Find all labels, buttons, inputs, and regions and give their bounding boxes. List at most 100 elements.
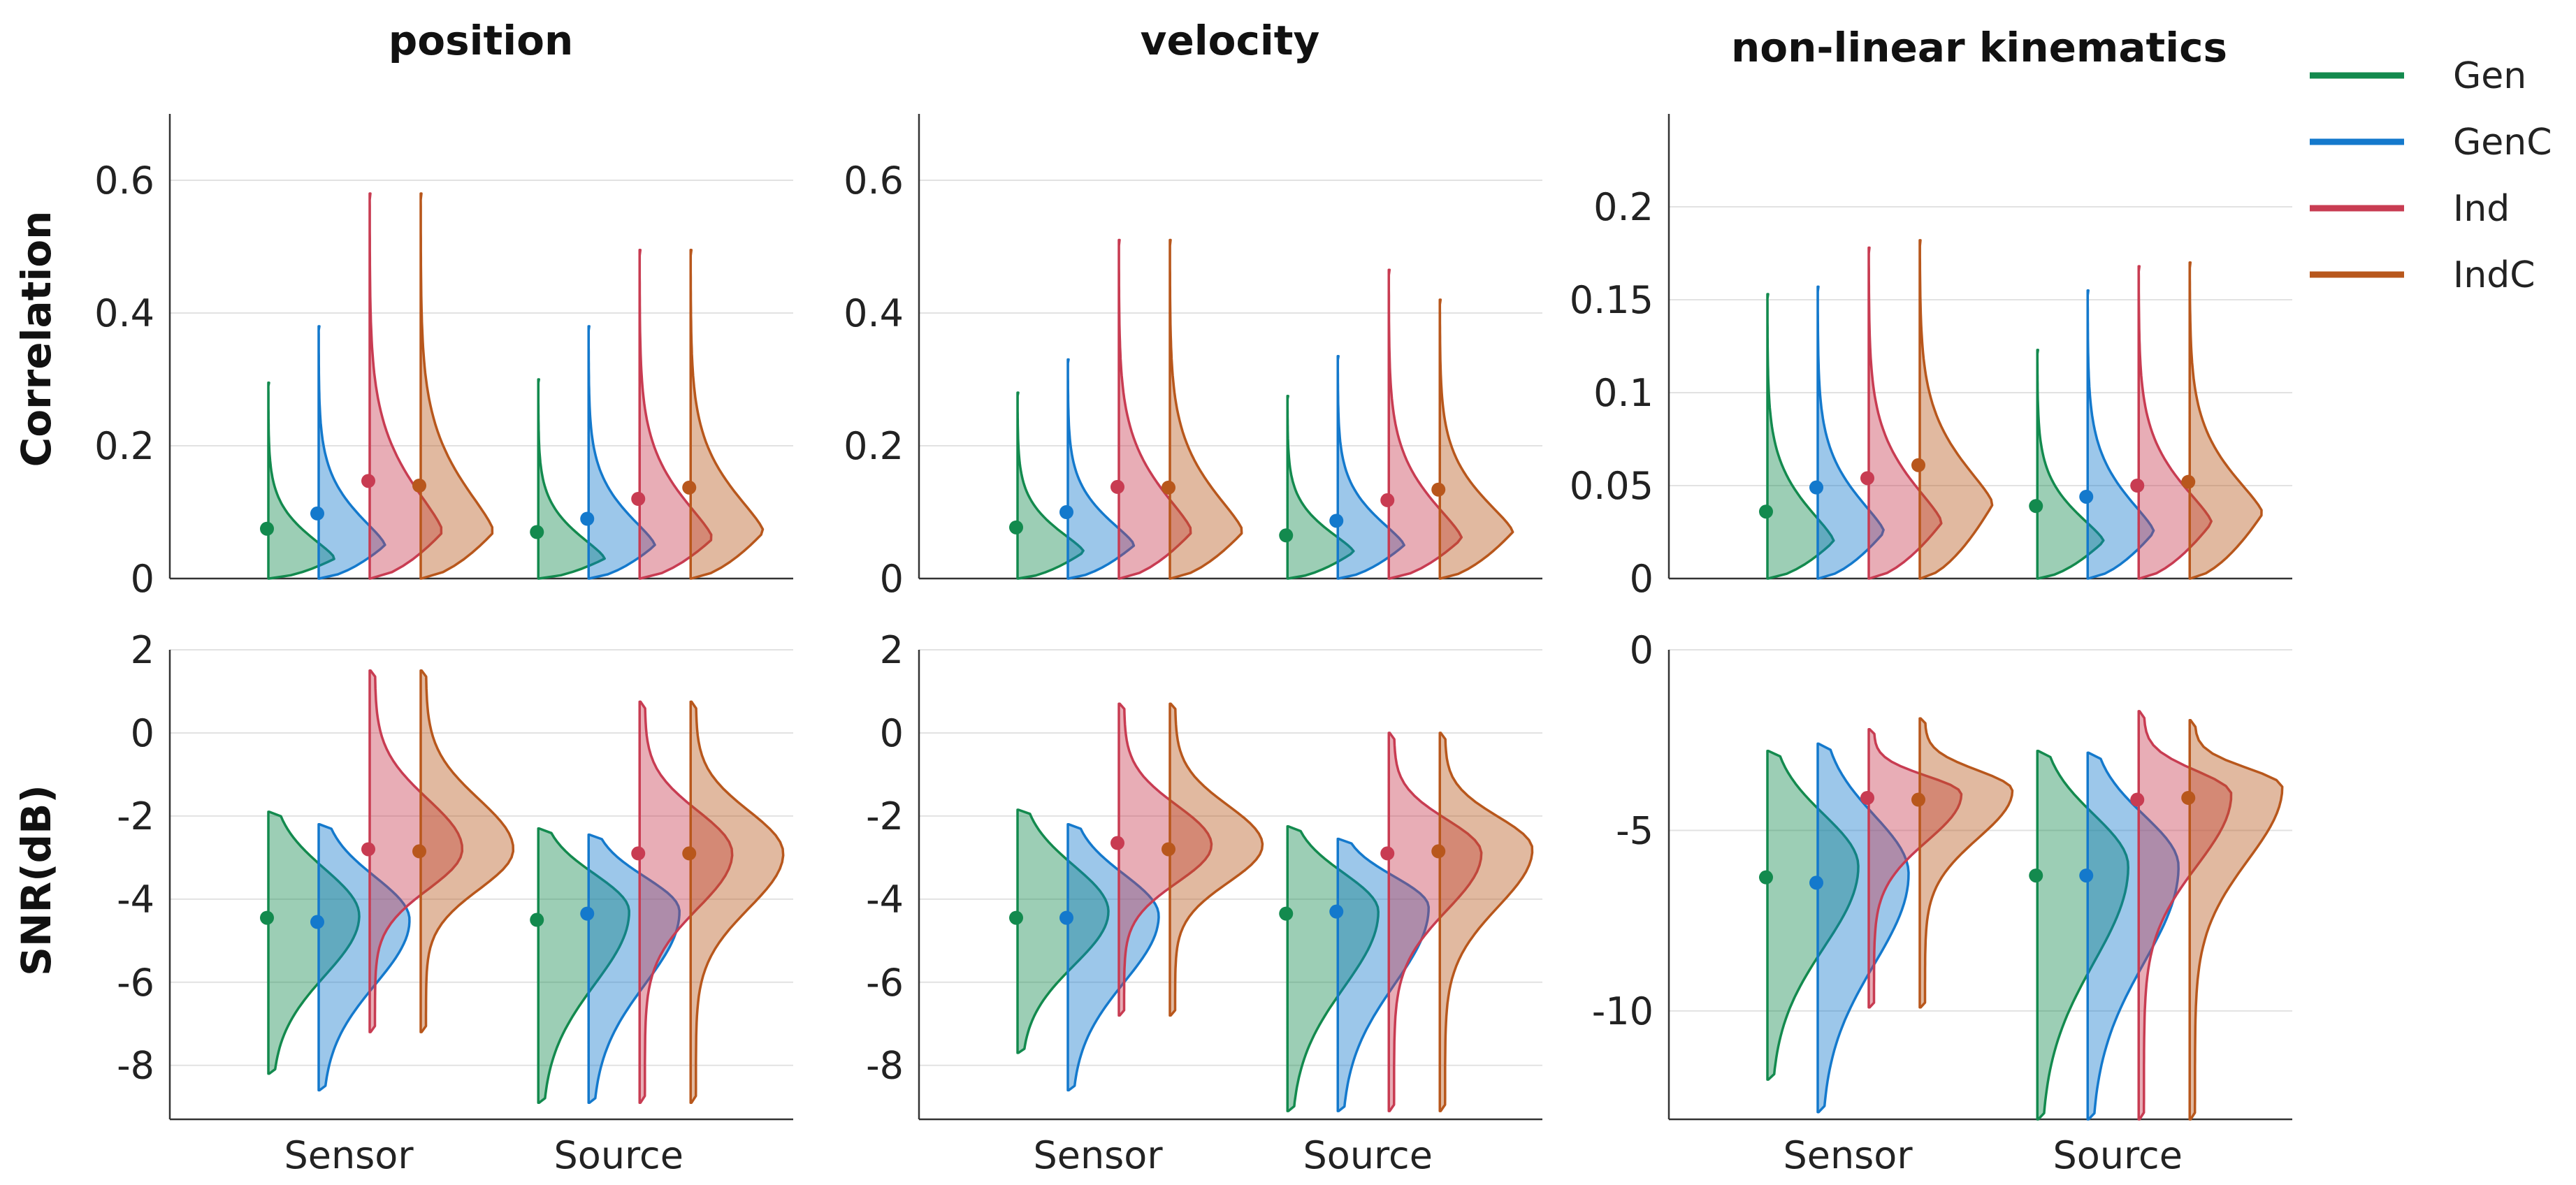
violin-genc: [587, 325, 656, 580]
y-tick-label: 0.2: [844, 424, 904, 468]
mean-point-genc: [1059, 505, 1074, 519]
y-tick-label: 0: [131, 557, 154, 601]
y-tick-label: 0: [880, 557, 904, 601]
y-tick-label: -4: [117, 878, 154, 922]
violin-ind: [1387, 268, 1463, 580]
violin-indc: [689, 700, 785, 1104]
mean-point-indc: [1431, 482, 1446, 497]
mean-point-genc: [310, 506, 325, 521]
panel-5: -8 -6 -4 -2 0 2 Sensor Source: [866, 628, 1542, 1177]
mean-point-ind: [1380, 846, 1395, 861]
violin-indc: [1168, 238, 1243, 580]
mean-point-indc: [2181, 474, 2196, 489]
legend: Gen GenC Ind IndC: [2310, 55, 2552, 296]
mean-point-genc: [1809, 480, 1824, 495]
panel-6: -10 -5 0 Sensor Source: [1592, 628, 2292, 1177]
row-label-snr: SNR(dB): [13, 785, 60, 976]
violin-gen: [537, 378, 606, 580]
y-tick-label: 0: [1630, 628, 1654, 672]
y-tick-label: -6: [866, 961, 904, 1005]
violin-gen: [1766, 293, 1835, 580]
mean-point-genc: [1059, 910, 1074, 925]
mean-point-genc: [2079, 868, 2094, 883]
mean-point-gen: [530, 913, 544, 927]
mean-point-ind: [2130, 792, 2145, 807]
violin-ind: [2137, 710, 2233, 1121]
mean-point-gen: [1759, 504, 1774, 519]
violin-genc: [2086, 289, 2155, 580]
mean-point-gen: [2029, 868, 2043, 883]
violin-indc: [419, 669, 515, 1033]
violin-gen: [2036, 349, 2105, 580]
y-tick-label: -2: [866, 794, 904, 838]
violin-indc: [2188, 261, 2263, 580]
y-tick-label: 0: [880, 711, 904, 755]
y-tick-label: -4: [866, 878, 904, 922]
y-tick-label: 0.6: [94, 159, 154, 203]
mean-point-ind: [631, 846, 646, 861]
violin-gen: [2036, 749, 2129, 1121]
y-tick-label: 0.1: [1593, 371, 1654, 415]
violin-indc: [1438, 732, 1534, 1112]
row-label-correlation: Correlation: [13, 211, 60, 467]
column-title-position: position: [389, 17, 574, 64]
y-tick-label: -5: [1616, 808, 1654, 852]
mean-point-genc: [310, 915, 325, 929]
y-tick-label: -6: [117, 961, 154, 1005]
y-tick-label: 2: [131, 628, 154, 672]
x-tick-label: Sensor: [1783, 1133, 1913, 1177]
violin-genc: [317, 325, 386, 580]
violin-genc: [1066, 823, 1160, 1092]
violin-indc: [2188, 719, 2284, 1121]
violin-gen: [1016, 391, 1085, 580]
legend-label-ind: Ind: [2453, 188, 2510, 230]
mean-point-ind: [2130, 479, 2145, 493]
mean-point-ind: [631, 492, 646, 506]
violin-ind: [638, 700, 734, 1104]
y-tick-label: -8: [866, 1044, 904, 1088]
y-tick-label: 0.4: [844, 291, 904, 335]
violin-gen: [1286, 824, 1380, 1112]
mean-point-genc: [2079, 489, 2094, 504]
mean-point-indc: [682, 846, 697, 861]
violin-genc: [1816, 742, 1910, 1114]
y-tick-label: 2: [880, 628, 904, 672]
violin-ind: [1117, 702, 1213, 1017]
mean-point-gen: [2029, 499, 2043, 514]
mean-point-genc: [1329, 904, 1344, 919]
y-tick-label: -10: [1592, 989, 1654, 1033]
column-title-nonlinear: non-linear kinematics: [1731, 24, 2227, 71]
x-tick-label: Sensor: [284, 1133, 414, 1177]
mean-point-ind: [1860, 471, 1875, 486]
legend-label-gen: Gen: [2453, 55, 2526, 97]
mean-point-ind: [361, 474, 376, 488]
mean-point-gen: [1009, 520, 1024, 535]
mean-point-indc: [1162, 842, 1176, 857]
panel-2: 0 0.2 0.4 0.6: [844, 114, 1542, 601]
violin-ind: [638, 249, 713, 580]
violin-gen: [267, 810, 361, 1075]
mean-point-gen: [1279, 906, 1294, 921]
violin-ind: [1117, 238, 1192, 580]
panel-1: 0 0.2 0.4 0.6: [94, 114, 793, 601]
column-title-velocity: velocity: [1141, 17, 1320, 64]
violin-ind: [1867, 727, 1963, 1009]
y-tick-label: 0.2: [1593, 185, 1654, 229]
violin-indc: [419, 192, 494, 580]
violin-gen: [1016, 808, 1110, 1054]
violin-genc: [317, 823, 411, 1092]
mean-point-gen: [1279, 528, 1294, 543]
mean-point-gen: [260, 521, 275, 536]
mean-point-ind: [1380, 493, 1395, 507]
violin-indc: [1168, 702, 1264, 1017]
mean-point-genc: [1809, 875, 1824, 890]
x-tick-label: Sensor: [1033, 1133, 1163, 1177]
panels: 00.20.40.600.20.40.600.050.10.150.2-8-6-…: [94, 114, 2292, 1177]
mean-point-ind: [1860, 790, 1875, 805]
mean-point-ind: [1110, 836, 1125, 850]
violin-gen: [267, 381, 335, 580]
violin-gen: [1286, 395, 1355, 580]
mean-point-indc: [682, 480, 697, 495]
mean-point-genc: [580, 511, 595, 526]
